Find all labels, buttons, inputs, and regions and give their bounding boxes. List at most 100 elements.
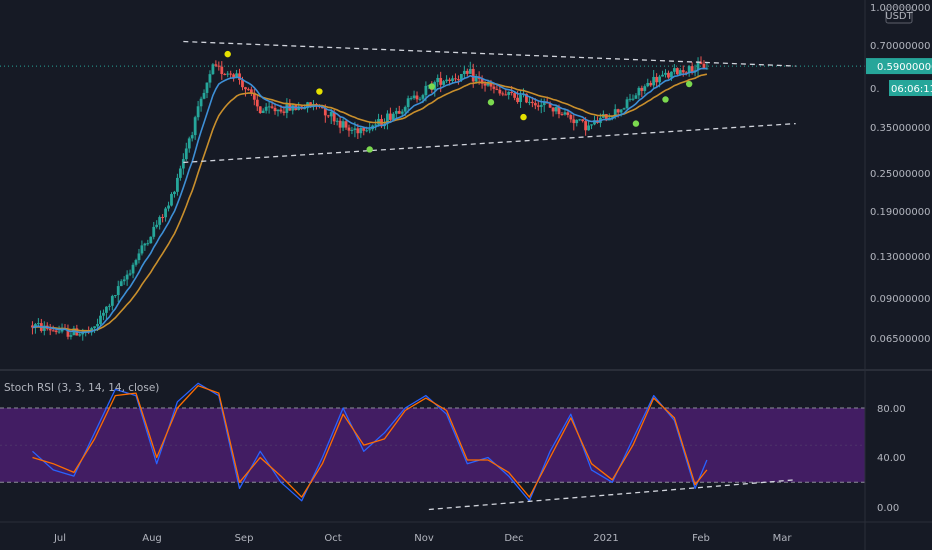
candle[interactable] xyxy=(397,105,401,114)
candle[interactable] xyxy=(128,269,132,277)
candle[interactable] xyxy=(705,62,709,70)
candle[interactable] xyxy=(637,86,641,100)
candle[interactable] xyxy=(462,65,466,80)
indicator-title[interactable]: Stoch RSI (3, 3, 14, 14, close) xyxy=(4,382,159,394)
candle[interactable] xyxy=(187,136,191,153)
candle[interactable] xyxy=(199,96,203,112)
candle[interactable] xyxy=(601,110,605,119)
candle[interactable] xyxy=(628,93,632,102)
candle[interactable] xyxy=(110,294,114,311)
candle[interactable] xyxy=(341,118,345,132)
candle[interactable] xyxy=(267,100,271,114)
stoch-axis[interactable]: 80.00 40.00 0.00 xyxy=(877,404,906,514)
candle[interactable] xyxy=(631,94,635,101)
candle[interactable] xyxy=(134,258,138,267)
candle[interactable] xyxy=(252,89,256,106)
candle[interactable] xyxy=(569,113,573,123)
candle[interactable] xyxy=(164,206,167,222)
trendline-upper-resistance[interactable] xyxy=(183,40,796,67)
candle[interactable] xyxy=(388,107,392,121)
candle[interactable] xyxy=(702,60,706,70)
candle[interactable] xyxy=(208,70,212,88)
candle[interactable] xyxy=(394,107,398,119)
candle[interactable] xyxy=(291,103,295,115)
candle[interactable] xyxy=(249,86,253,97)
candle[interactable] xyxy=(504,89,508,96)
candle[interactable] xyxy=(143,242,147,251)
candle[interactable] xyxy=(699,56,703,65)
candle[interactable] xyxy=(107,303,111,311)
candle[interactable] xyxy=(42,321,46,336)
candle[interactable] xyxy=(226,71,230,78)
candle[interactable] xyxy=(205,82,209,99)
candle[interactable] xyxy=(542,98,546,112)
candle[interactable] xyxy=(622,107,626,110)
candle[interactable] xyxy=(167,201,170,212)
candle[interactable] xyxy=(211,63,215,75)
candle[interactable] xyxy=(415,91,419,103)
candle[interactable] xyxy=(326,114,330,119)
candle[interactable] xyxy=(119,279,123,287)
candle[interactable] xyxy=(202,89,206,100)
candle[interactable] xyxy=(193,115,197,140)
candle[interactable] xyxy=(288,99,292,111)
candle[interactable] xyxy=(696,57,700,78)
candle[interactable] xyxy=(102,309,105,321)
candle[interactable] xyxy=(113,295,117,298)
candle[interactable] xyxy=(264,103,268,114)
candle[interactable] xyxy=(258,106,262,114)
candle[interactable] xyxy=(146,239,150,246)
candle[interactable] xyxy=(468,61,472,74)
candle[interactable] xyxy=(655,73,659,88)
candle[interactable] xyxy=(161,214,165,223)
candle[interactable] xyxy=(643,84,647,95)
candle[interactable] xyxy=(335,117,339,126)
candle[interactable] xyxy=(664,69,667,78)
candle[interactable] xyxy=(596,116,599,124)
candle[interactable] xyxy=(48,324,52,336)
candle[interactable] xyxy=(640,85,644,98)
candle[interactable] xyxy=(457,75,460,85)
candle[interactable] xyxy=(344,119,348,130)
candle[interactable] xyxy=(122,276,126,285)
candle[interactable] xyxy=(501,91,505,97)
candle[interactable] xyxy=(634,93,638,99)
candle[interactable] xyxy=(181,153,185,175)
stoch-rsi-pane[interactable]: Stoch RSI (3, 3, 14, 14, close) xyxy=(0,382,865,511)
candle[interactable] xyxy=(465,68,469,77)
candle[interactable] xyxy=(536,100,540,111)
candle[interactable] xyxy=(329,109,333,125)
candle[interactable] xyxy=(560,111,564,116)
candle[interactable] xyxy=(575,119,579,127)
candle[interactable] xyxy=(131,262,135,279)
candle[interactable] xyxy=(572,114,576,131)
candle[interactable] xyxy=(276,109,280,117)
candle[interactable] xyxy=(178,165,182,181)
candle[interactable] xyxy=(625,96,629,110)
candle[interactable] xyxy=(528,96,531,106)
candle[interactable] xyxy=(217,61,221,71)
candle[interactable] xyxy=(214,60,218,68)
price-axis[interactable]: 1.00000000 0.70000000 0.35000000 0.25000000… xyxy=(866,3,932,345)
candle[interactable] xyxy=(173,190,176,198)
candle[interactable] xyxy=(551,106,555,117)
candle[interactable] xyxy=(220,61,224,80)
candle[interactable] xyxy=(412,90,416,100)
candle[interactable] xyxy=(563,109,567,116)
candle[interactable] xyxy=(646,78,650,88)
stoch-d-line[interactable] xyxy=(32,385,708,498)
candle[interactable] xyxy=(454,73,457,84)
candle[interactable] xyxy=(661,70,664,77)
candle[interactable] xyxy=(498,86,502,96)
candle[interactable] xyxy=(347,124,351,137)
candle[interactable] xyxy=(409,96,413,101)
candle[interactable] xyxy=(649,80,653,87)
candle[interactable] xyxy=(359,127,363,138)
candle[interactable] xyxy=(184,142,188,161)
candle[interactable] xyxy=(273,103,277,115)
candle[interactable] xyxy=(223,72,227,76)
candle[interactable] xyxy=(418,96,422,102)
candle[interactable] xyxy=(554,106,558,115)
candle[interactable] xyxy=(667,70,670,79)
